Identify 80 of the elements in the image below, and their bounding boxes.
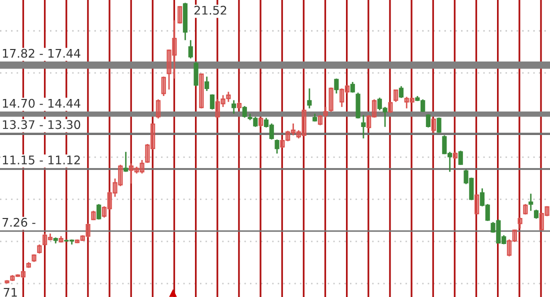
candlestick	[37, 244, 42, 254]
candlestick	[204, 76, 210, 92]
candlestick	[91, 210, 96, 221]
candlestick	[26, 261, 31, 268]
candlestick	[236, 101, 242, 110]
candlestick	[118, 164, 123, 187]
candlestick	[172, 20, 177, 80]
candlestick	[274, 138, 280, 154]
candlestick	[404, 96, 409, 110]
candlestick	[436, 116, 442, 134]
candlestick	[188, 39, 193, 60]
candlestick	[107, 191, 112, 210]
candlestick	[145, 143, 150, 164]
candlestick	[48, 232, 53, 241]
candlestick	[156, 98, 161, 120]
candlestick	[242, 105, 247, 118]
candlestick	[394, 88, 398, 103]
candlestick	[512, 228, 517, 243]
annotation: 21.52	[194, 6, 226, 15]
candlestick	[210, 94, 215, 110]
candlestick	[258, 116, 264, 128]
candlestick	[215, 98, 220, 118]
candlestick	[334, 78, 339, 94]
candlestick	[398, 85, 404, 99]
candlestick	[290, 122, 296, 136]
candlestick	[102, 206, 107, 218]
candlestick	[328, 86, 334, 112]
candlestick	[344, 84, 350, 94]
band-label: 14.70 - 14.44	[2, 98, 80, 108]
candlestick	[340, 88, 344, 108]
candlestick	[226, 91, 231, 103]
candlestick	[10, 274, 15, 282]
candlestick	[539, 212, 544, 231]
candlestick	[302, 108, 306, 137]
candlestick	[506, 238, 512, 257]
candlestick	[452, 151, 458, 160]
candlestick	[166, 48, 172, 90]
candlestick	[307, 88, 312, 110]
candlestick	[296, 130, 301, 140]
candlestick	[112, 178, 118, 198]
candlestick	[220, 94, 226, 108]
candlestick	[426, 114, 431, 128]
candlestick	[280, 138, 285, 149]
candlestick	[134, 166, 139, 174]
candlestick	[361, 114, 366, 140]
candlestick	[372, 98, 377, 118]
candlestick	[96, 203, 102, 220]
candlestick	[318, 114, 323, 126]
band-label: 13.37 - 13.30	[2, 120, 80, 130]
candlestick	[523, 203, 528, 216]
candlestick	[178, 5, 182, 24]
candlestick	[458, 150, 463, 166]
candlestick	[323, 106, 328, 118]
candlestick	[140, 159, 144, 174]
candlestick	[20, 270, 26, 279]
candlestick	[161, 76, 166, 97]
candlestick	[124, 151, 128, 172]
candlestick	[86, 222, 90, 238]
candlestick	[518, 216, 522, 230]
candlestick	[74, 238, 80, 244]
candlestick	[150, 122, 156, 150]
candlestick	[388, 101, 393, 114]
candlestick	[194, 61, 198, 87]
candlestick	[544, 206, 550, 217]
candlestick	[199, 72, 204, 110]
text: 71	[4, 288, 17, 297]
candlestick	[474, 194, 480, 215]
candlestick	[366, 114, 372, 130]
candlestick	[128, 162, 134, 184]
candlestick	[356, 92, 360, 120]
band-label: 17.82 - 17.44	[2, 48, 80, 58]
candlestick	[286, 130, 290, 142]
candlestick	[232, 100, 236, 114]
candlestick	[431, 118, 436, 134]
candlestick	[42, 232, 48, 246]
band-label: 11.15 - 11.12	[2, 156, 80, 164]
annotation: 7.26 -	[2, 218, 36, 227]
candlestick	[16, 274, 20, 278]
candlestick	[80, 234, 85, 242]
candlestick	[528, 193, 534, 212]
